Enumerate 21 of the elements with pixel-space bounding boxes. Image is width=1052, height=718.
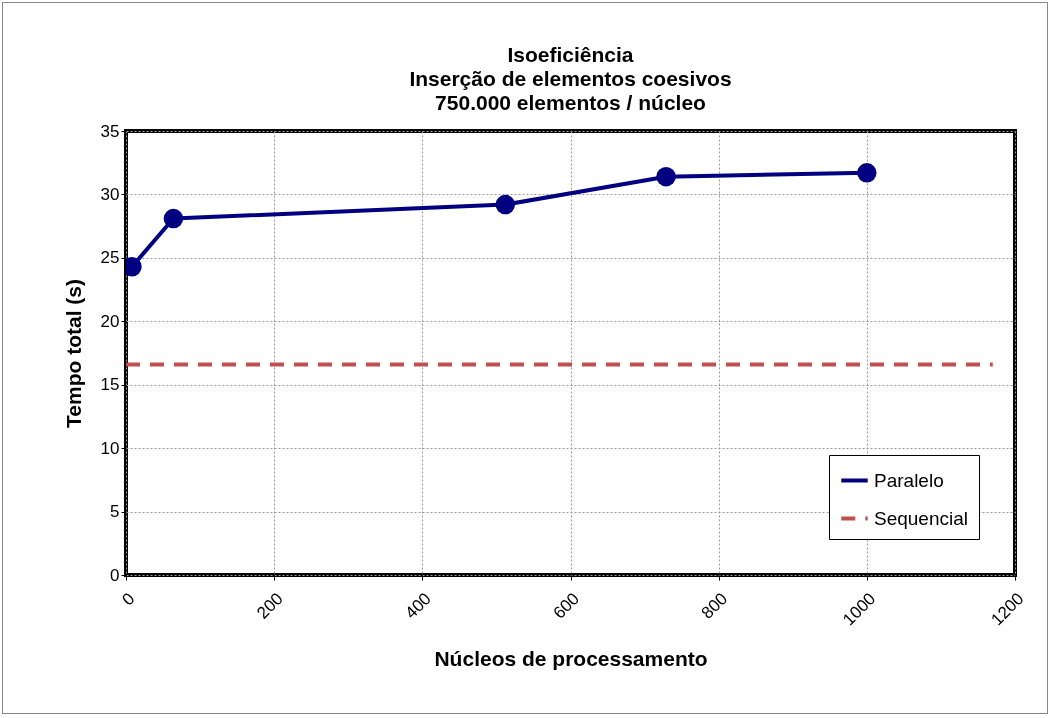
point xyxy=(163,208,184,229)
y-tick-label: 5 xyxy=(110,502,120,522)
y-tick-label: 20 xyxy=(100,311,120,331)
point xyxy=(857,163,877,183)
x-axis-title: Núcleos de processamento xyxy=(434,646,708,670)
y-tick-label: 0 xyxy=(110,565,120,585)
y-tick-label: 15 xyxy=(100,375,120,395)
y-tick-label: 10 xyxy=(100,438,120,458)
point xyxy=(656,166,676,187)
y-tick-label: 25 xyxy=(100,248,120,268)
y-tick-label: 30 xyxy=(100,184,120,204)
y-tick-label: 35 xyxy=(100,121,120,141)
legend-label: Sequencial xyxy=(874,507,969,529)
point xyxy=(495,194,516,215)
chart-title: Isoeficiência Inserção de elementos coesivos 750.000 elementos / núcleo xyxy=(409,43,732,114)
x-tick-label: 200 xyxy=(253,589,287,623)
x-tick-label: 400 xyxy=(401,589,435,623)
x-tick-label: 600 xyxy=(549,589,584,623)
y-axis-title: Tempo total (s) xyxy=(61,279,85,428)
legend-label: Paralelo xyxy=(874,469,944,491)
x-tick-label: 800 xyxy=(697,589,732,623)
